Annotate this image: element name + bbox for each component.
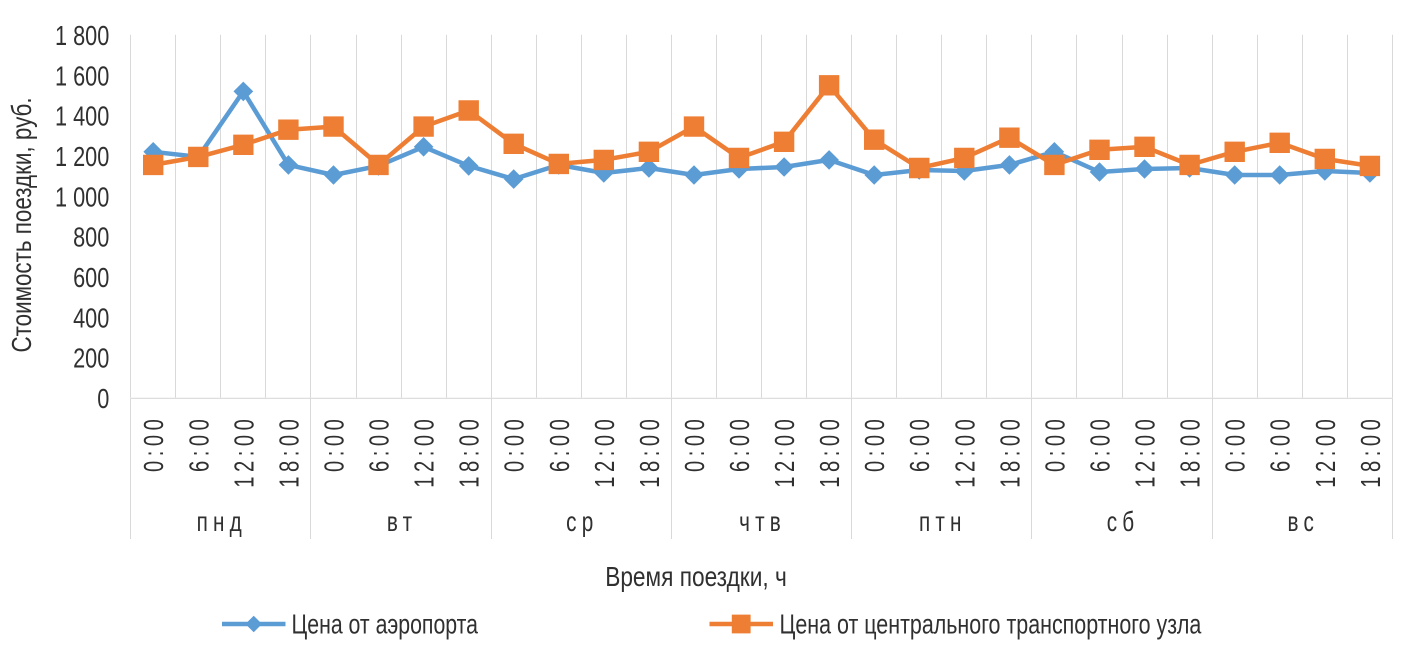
svg-text:0:00: 0:00 (319, 415, 350, 472)
svg-text:0:00: 0:00 (1040, 415, 1071, 472)
svg-text:вс: вс (1288, 507, 1319, 538)
svg-text:птн: птн (919, 507, 967, 538)
svg-text:12:00: 12:00 (1130, 415, 1161, 488)
svg-text:18:00: 18:00 (1175, 415, 1206, 488)
svg-text:6:00: 6:00 (184, 415, 215, 472)
svg-text:1 200: 1 200 (55, 141, 109, 172)
svg-text:600: 600 (73, 262, 109, 293)
svg-text:12:00: 12:00 (409, 415, 440, 488)
svg-text:сб: сб (1107, 507, 1140, 538)
svg-text:0:00: 0:00 (139, 415, 170, 472)
svg-text:Стоимость поездки, руб.: Стоимость поездки, руб. (7, 97, 38, 352)
svg-text:0:00: 0:00 (500, 415, 531, 472)
svg-text:12:00: 12:00 (1311, 415, 1342, 488)
svg-text:чтв: чтв (739, 507, 786, 538)
svg-text:ср: ср (566, 507, 598, 538)
svg-text:18:00: 18:00 (635, 415, 666, 488)
svg-text:18:00: 18:00 (1356, 415, 1387, 488)
svg-text:Цена от аэропорта: Цена от аэропорта (292, 609, 479, 641)
svg-text:12:00: 12:00 (590, 415, 621, 488)
svg-text:Время поездки, ч: Время поездки, ч (605, 562, 787, 593)
svg-text:1 400: 1 400 (55, 101, 109, 132)
svg-text:6:00: 6:00 (725, 415, 756, 472)
svg-text:6:00: 6:00 (1085, 415, 1116, 472)
svg-text:Цена от центрального транспорт: Цена от центрального транспортного узла (780, 609, 1202, 640)
svg-text:0: 0 (97, 383, 109, 414)
svg-text:0:00: 0:00 (1221, 415, 1252, 472)
svg-text:12:00: 12:00 (950, 415, 981, 488)
svg-text:400: 400 (73, 303, 109, 334)
svg-text:1 000: 1 000 (55, 182, 109, 213)
svg-text:6:00: 6:00 (905, 415, 936, 472)
svg-text:18:00: 18:00 (274, 415, 305, 488)
svg-text:12:00: 12:00 (770, 415, 801, 488)
svg-text:6:00: 6:00 (364, 415, 395, 472)
svg-text:200: 200 (73, 343, 109, 374)
svg-text:6:00: 6:00 (1266, 415, 1297, 472)
svg-text:1 600: 1 600 (55, 61, 109, 92)
svg-text:вт: вт (387, 507, 417, 538)
svg-text:18:00: 18:00 (455, 415, 486, 488)
svg-text:800: 800 (73, 222, 109, 253)
svg-text:0:00: 0:00 (860, 415, 891, 472)
svg-text:18:00: 18:00 (815, 415, 846, 488)
svg-text:6:00: 6:00 (545, 415, 576, 472)
svg-text:1 800: 1 800 (55, 20, 109, 51)
svg-text:пнд: пнд (197, 507, 247, 538)
svg-text:12:00: 12:00 (229, 415, 260, 488)
svg-text:0:00: 0:00 (680, 415, 711, 472)
svg-text:18:00: 18:00 (995, 415, 1026, 488)
